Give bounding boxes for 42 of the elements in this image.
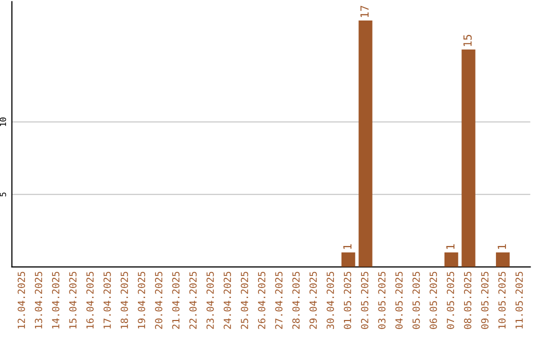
y-tick-label: 10: [0, 118, 6, 126]
bar: [444, 252, 458, 267]
x-tick-label: 06.05.2025: [430, 272, 437, 329]
x-tick-label: 04.05.2025: [395, 272, 403, 329]
x-tick-label: 26.04.2025: [258, 272, 266, 329]
bar: [462, 50, 476, 267]
x-tick-label: 15.04.2025: [69, 272, 77, 328]
x-tick-label: 08.05.2025: [464, 272, 472, 329]
x-tick-label: 27.04.2025: [275, 272, 283, 329]
x-tick-label: 07.05.2025: [446, 272, 454, 329]
x-tick-label: 12.04.2025: [18, 272, 26, 328]
data-label: 17: [360, 6, 369, 18]
x-tick-label: 18.04.2025: [120, 272, 128, 328]
x-tick-label: 10.05.2025: [498, 272, 506, 328]
y-tick-label: 5: [0, 192, 6, 196]
x-tick-label: 20.04.2025: [154, 272, 162, 329]
bar: [358, 20, 372, 267]
x-tick-label: 05.05.2025: [412, 272, 420, 329]
x-tick-label: 02.05.2025: [360, 272, 368, 329]
x-tick-label: 03.05.2025: [378, 272, 386, 329]
x-tick-label: 01.05.2025: [344, 272, 352, 329]
x-tick-label: 16.04.2025: [86, 272, 94, 328]
x-tick-label: 09.05.2025: [481, 272, 488, 329]
x-tick-label: 23.04.2025: [206, 272, 214, 329]
x-tick-label: 22.04.2025: [189, 272, 197, 329]
x-tick-label: 30.04.2025: [326, 272, 334, 329]
data-label: 1: [446, 244, 454, 249]
bar: [496, 252, 510, 267]
x-tick-label: 17.04.2025: [104, 272, 111, 328]
bar: [341, 252, 356, 267]
x-tick-label: 21.04.2025: [172, 272, 180, 329]
data-label: 15: [463, 34, 472, 46]
x-tick-label: 13.04.2025: [34, 272, 42, 328]
x-tick-label: 19.04.2025: [138, 272, 146, 328]
x-tick-label: 14.04.2025: [52, 272, 60, 328]
x-tick-label: 25.04.2025: [240, 272, 248, 329]
x-tick-label: 24.04.2025: [224, 272, 232, 329]
data-label: 1: [498, 244, 506, 249]
x-tick-label: 29.04.2025: [309, 272, 317, 329]
data-label: 1: [343, 244, 352, 249]
x-tick-label: 11.05.2025: [515, 272, 523, 328]
x-tick-label: 28.04.2025: [292, 272, 300, 329]
